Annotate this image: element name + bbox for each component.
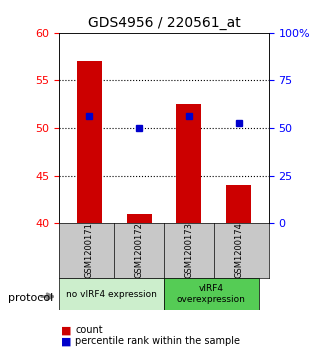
Bar <box>164 278 259 310</box>
Text: no vIRF4 expression: no vIRF4 expression <box>66 290 157 298</box>
Text: GSM1200171: GSM1200171 <box>85 223 94 278</box>
Bar <box>127 214 152 223</box>
Bar <box>226 185 251 223</box>
Bar <box>176 104 201 223</box>
Bar <box>77 61 102 223</box>
Text: protocol: protocol <box>8 293 53 303</box>
Text: ■: ■ <box>61 325 71 335</box>
Text: count: count <box>75 325 103 335</box>
Text: GSM1200172: GSM1200172 <box>134 223 144 278</box>
Text: vIRF4
overexpression: vIRF4 overexpression <box>177 284 246 304</box>
Text: percentile rank within the sample: percentile rank within the sample <box>75 336 240 346</box>
Text: GDS4956 / 220561_at: GDS4956 / 220561_at <box>88 16 241 30</box>
Text: ■: ■ <box>61 336 71 346</box>
Text: GSM1200174: GSM1200174 <box>234 223 243 278</box>
Bar <box>59 278 164 310</box>
Text: GSM1200173: GSM1200173 <box>184 223 194 278</box>
